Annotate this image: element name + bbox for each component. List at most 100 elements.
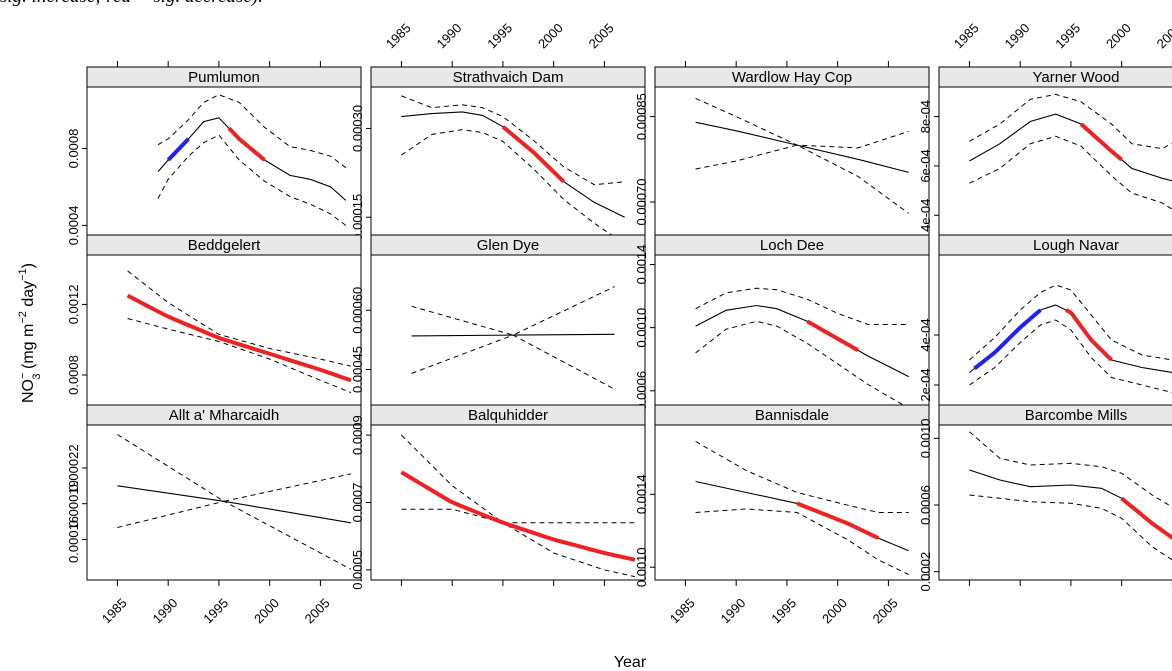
- x-tick-label: 1995: [768, 595, 799, 626]
- fitted-trend-line: [695, 480, 909, 552]
- lower-ci-line: [157, 134, 347, 226]
- y-tick-label: 0.0010: [918, 418, 933, 458]
- panel-lough-navar: Lough Navar 2e-04 4e-04: [918, 234, 1172, 406]
- panel-frame: [654, 254, 930, 406]
- x-tick-label: 1990: [1001, 20, 1032, 51]
- y-tick-label: 0.0008: [66, 129, 81, 169]
- y-tick-label: 0.00015: [350, 194, 365, 241]
- upper-ci-line: [127, 270, 352, 367]
- sig-decrease-segment: [227, 126, 266, 162]
- y-axis-label-unit-b: −2: [17, 311, 29, 324]
- panel-bannisdale: Bannisdale 0.0010 0.0014: [634, 404, 930, 587]
- x-axis-col-2: 1985 1990 1995 2000 2005: [383, 20, 617, 586]
- sig-increase-segment: [166, 137, 190, 162]
- lower-ci-line: [695, 508, 909, 575]
- panel-wardlow-hay-cop: Wardlow Hay Cop 0.00070 0.00085: [634, 66, 930, 236]
- panel-pumlumon: Pumlumon 0.0004 0.0008: [66, 66, 362, 246]
- sig-decrease-segment: [126, 293, 352, 383]
- panel-title: Glen Dye: [477, 237, 540, 254]
- fitted-trend-line: [695, 121, 909, 173]
- lower-ci-line: [411, 334, 615, 390]
- x-tick-label: 1995: [1052, 20, 1083, 51]
- panel-frame: [370, 86, 646, 236]
- y-tick-label: 0.00022: [66, 444, 81, 491]
- upper-ci-line: [157, 94, 347, 169]
- panel-title: Allt a' Mharcaidh: [169, 407, 279, 424]
- x-tick-label: 1985: [99, 595, 130, 626]
- upper-ci-line: [969, 431, 1172, 508]
- lower-ci-line: [695, 320, 909, 409]
- y-tick-label: 6e-04: [918, 149, 933, 182]
- fitted-trend-line: [969, 304, 1172, 373]
- x-tick-label: 2005: [586, 20, 617, 51]
- panel-balquhidder: Balquhidder 0.0005 0.0007 0.0009: [350, 404, 646, 590]
- y-tick-label: 0.0012: [66, 285, 81, 325]
- sig-increase-segment: [973, 308, 1042, 371]
- sig-decrease-segment: [1079, 122, 1124, 162]
- panels-group: Pumlumon 0.0004 0.0008 Strathvaich Dam 0.000…: [66, 20, 1172, 626]
- sig-decrease-segment: [1065, 308, 1113, 362]
- upper-ci-line: [695, 97, 909, 149]
- lower-ci-line: [969, 494, 1172, 561]
- x-tick-label: 1995: [200, 595, 231, 626]
- fitted-trend-line: [401, 471, 636, 561]
- panel-title: Yarner Wood: [1033, 69, 1120, 86]
- fitted-trend-line: [969, 469, 1172, 539]
- y-axis-label-unit-c: day: [20, 281, 37, 311]
- panel-title: Pumlumon: [188, 69, 260, 86]
- x-tick-label: 1985: [951, 20, 982, 51]
- y-tick-label: 2e-04: [918, 368, 933, 401]
- lower-ci-line: [969, 135, 1172, 210]
- y-tick-label: 4e-04: [918, 318, 933, 351]
- y-tick-label: 0.0006: [634, 371, 649, 411]
- y-tick-label: 0.00016: [66, 516, 81, 563]
- panel-frame: [938, 424, 1172, 581]
- panel-frame: [938, 254, 1172, 406]
- x-tick-label: 1990: [433, 20, 464, 51]
- fitted-trend-line: [695, 304, 909, 378]
- y-axis-label-sub: 3: [31, 373, 43, 379]
- panel-barcombe-mills: Barcombe Mills 0.0002 0.0006 0.0010: [918, 404, 1172, 592]
- panel-frame: [86, 254, 362, 406]
- x-tick-label: 2005: [302, 595, 333, 626]
- y-tick-label: 0.00070: [634, 178, 649, 225]
- panel-beddgelert: Beddgelert 0.0008 0.0012: [66, 234, 362, 406]
- y-axis-label-unit-e: ): [20, 263, 37, 268]
- y-tick-label: 0.0005: [350, 550, 365, 590]
- y-tick-label: 0.00019: [66, 480, 81, 527]
- y-tick-label: 0.0006: [918, 485, 933, 525]
- y-tick-label: 0.00085: [634, 93, 649, 140]
- figure-caption: sig. increase; red = sig. decrease).: [0, 0, 263, 8]
- x-axis-label: Year: [614, 654, 647, 671]
- x-tick-label: 1995: [484, 20, 515, 51]
- y-tick-label: 0.0014: [634, 474, 649, 514]
- x-tick-label: 2000: [1103, 20, 1134, 51]
- panel-loch-dee: Loch Dee 0.0006 0.0010 0.0014: [634, 234, 930, 411]
- panel-yarner-wood: Yarner Wood 4e-04 6e-04 8e-04: [918, 66, 1172, 236]
- panel-title: Wardlow Hay Cop: [732, 69, 852, 86]
- x-tick-label: 2005: [870, 595, 901, 626]
- y-axis-label-sup: −: [17, 373, 29, 379]
- x-axis-col-1: 1985 1990 1995 2000 2005: [99, 61, 333, 626]
- y-tick-label: 0.0010: [634, 308, 649, 348]
- panel-frame: [370, 424, 646, 581]
- y-tick-label: 0.0004: [66, 206, 81, 246]
- panel-title: Barcombe Mills: [1025, 407, 1128, 424]
- y-tick-label: 0.0007: [350, 483, 365, 523]
- upper-ci-line: [401, 95, 625, 186]
- y-tick-label: 0.00060: [350, 287, 365, 334]
- x-tick-label: 2005: [1154, 20, 1172, 51]
- lower-ci-line: [401, 129, 625, 245]
- upper-ci-line: [969, 284, 1172, 361]
- panel-glen-dye: Glen Dye 0.00045 0.00060: [350, 234, 646, 406]
- x-tick-label: 1990: [149, 595, 180, 626]
- y-tick-label: 0.0014: [634, 245, 649, 285]
- y-tick-label: 0.0010: [634, 547, 649, 587]
- panel-frame: [86, 86, 362, 236]
- y-tick-label: 0.0008: [66, 355, 81, 395]
- x-tick-label: 2000: [535, 20, 566, 51]
- panel-frame: [654, 86, 930, 236]
- panel-title: Bannisdale: [755, 407, 829, 424]
